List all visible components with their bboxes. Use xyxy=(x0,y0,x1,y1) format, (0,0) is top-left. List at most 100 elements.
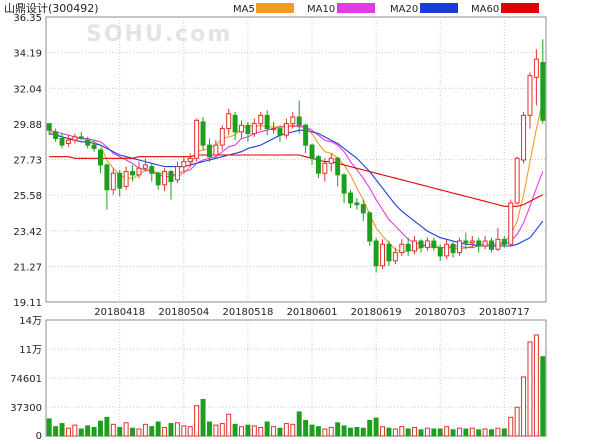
candle-body-down xyxy=(501,238,507,245)
candle-body-up xyxy=(283,123,289,136)
candle-body-up xyxy=(469,240,475,244)
volume-tick-label: 14万 xyxy=(19,316,42,327)
volume-bar xyxy=(98,420,103,437)
price-tick-label: 25.58 xyxy=(13,191,42,202)
candle-body-up xyxy=(514,157,520,204)
candle-body-down xyxy=(117,172,123,189)
candle xyxy=(367,211,373,246)
ma-line-ma10 xyxy=(49,124,544,249)
volume-bar xyxy=(412,426,418,437)
volume-grid xyxy=(46,320,546,436)
candle xyxy=(65,135,71,147)
volume-bar xyxy=(194,405,200,437)
candle-body-up xyxy=(495,238,501,250)
candle xyxy=(104,163,110,210)
volume-bar xyxy=(181,425,187,437)
candle-body-down xyxy=(130,171,136,176)
candle xyxy=(123,166,129,190)
candle-body-down xyxy=(155,172,161,186)
volume-bar xyxy=(65,427,71,437)
candle xyxy=(91,140,97,152)
candle-body-up xyxy=(328,157,334,164)
candle-body-down xyxy=(360,204,366,214)
candle-body-down xyxy=(91,144,97,149)
price-tick-label: 32.04 xyxy=(13,84,42,95)
date-axis: 20180418 20180504 20180518 20180601 20180619… xyxy=(94,307,530,318)
candle-body-down xyxy=(489,240,494,250)
candle-body-down xyxy=(303,124,309,146)
candle xyxy=(418,239,424,253)
candle xyxy=(456,237,462,256)
volume-bar xyxy=(450,429,456,437)
candle-body-up xyxy=(136,167,142,176)
candle-body-down xyxy=(341,174,347,194)
candle xyxy=(354,198,360,210)
candle-body-up xyxy=(482,240,488,247)
candle xyxy=(142,158,148,172)
volume-bar xyxy=(283,423,289,437)
candle-body-down xyxy=(232,114,238,133)
candle xyxy=(277,125,283,142)
volume-bar xyxy=(309,424,315,437)
volume-bar xyxy=(72,424,78,437)
volume-bar xyxy=(476,429,482,437)
ma-line-ma5 xyxy=(49,100,544,254)
legend-ma5-label: MA5 xyxy=(233,4,255,15)
candle xyxy=(437,244,443,261)
candle-body-down xyxy=(405,243,411,252)
volume-bar xyxy=(437,428,443,437)
volume-bar xyxy=(508,416,514,437)
candle xyxy=(476,237,482,253)
volume-bar xyxy=(136,428,142,437)
legend-ma10-label: MA10 xyxy=(307,4,335,15)
candle xyxy=(296,100,302,134)
candle xyxy=(213,140,219,159)
volume-bar xyxy=(322,428,328,437)
candle xyxy=(521,112,527,164)
volume-bar xyxy=(354,426,360,437)
candle xyxy=(450,240,456,258)
candle-body-up xyxy=(174,166,180,181)
volume-bar xyxy=(277,427,283,437)
volume-bar xyxy=(348,427,353,437)
sohu-watermark: SOHU.com xyxy=(86,22,232,47)
candlesticks xyxy=(46,39,546,273)
date-tick-label: 20180601 xyxy=(287,307,338,318)
legend-ma10-swatch xyxy=(337,3,375,13)
volume-bar xyxy=(424,427,430,437)
candle-body-up xyxy=(187,157,193,163)
candle xyxy=(130,164,136,182)
volume-bar xyxy=(341,425,347,437)
price-y-axis: 36.35 34.19 32.04 29.88 27.73 25.58 23.42 21.27… xyxy=(13,13,42,309)
volume-bar xyxy=(78,428,84,437)
volume-bar xyxy=(123,422,129,437)
candle xyxy=(540,39,546,124)
candle-body-down xyxy=(46,123,52,131)
volume-tick-label: 74601 xyxy=(10,374,42,385)
price-tick-label: 34.19 xyxy=(13,49,42,60)
candle xyxy=(98,148,103,174)
date-tick-label: 20180703 xyxy=(415,307,466,318)
volume-bar xyxy=(469,427,475,437)
candle xyxy=(200,117,206,151)
volume-bar xyxy=(168,423,174,437)
volume-bar xyxy=(187,426,193,437)
date-tick-label: 20180619 xyxy=(351,307,402,318)
candle-body-down xyxy=(149,166,155,174)
candle xyxy=(232,112,238,141)
volume-bar xyxy=(495,427,501,437)
volume-bar xyxy=(239,426,244,437)
candle-body-down xyxy=(431,240,437,249)
price-tick-label: 36.35 xyxy=(13,13,42,24)
candle xyxy=(463,232,469,250)
volume-bar xyxy=(142,423,148,437)
volume-bar xyxy=(117,426,123,437)
candle xyxy=(495,227,501,251)
volume-bar xyxy=(431,428,437,437)
candle-body-up xyxy=(424,240,430,249)
candle xyxy=(194,118,200,162)
candle-body-down xyxy=(354,202,360,206)
candle-body-up xyxy=(239,124,244,133)
candle-body-up xyxy=(194,119,200,159)
candle-body-down xyxy=(373,240,379,267)
